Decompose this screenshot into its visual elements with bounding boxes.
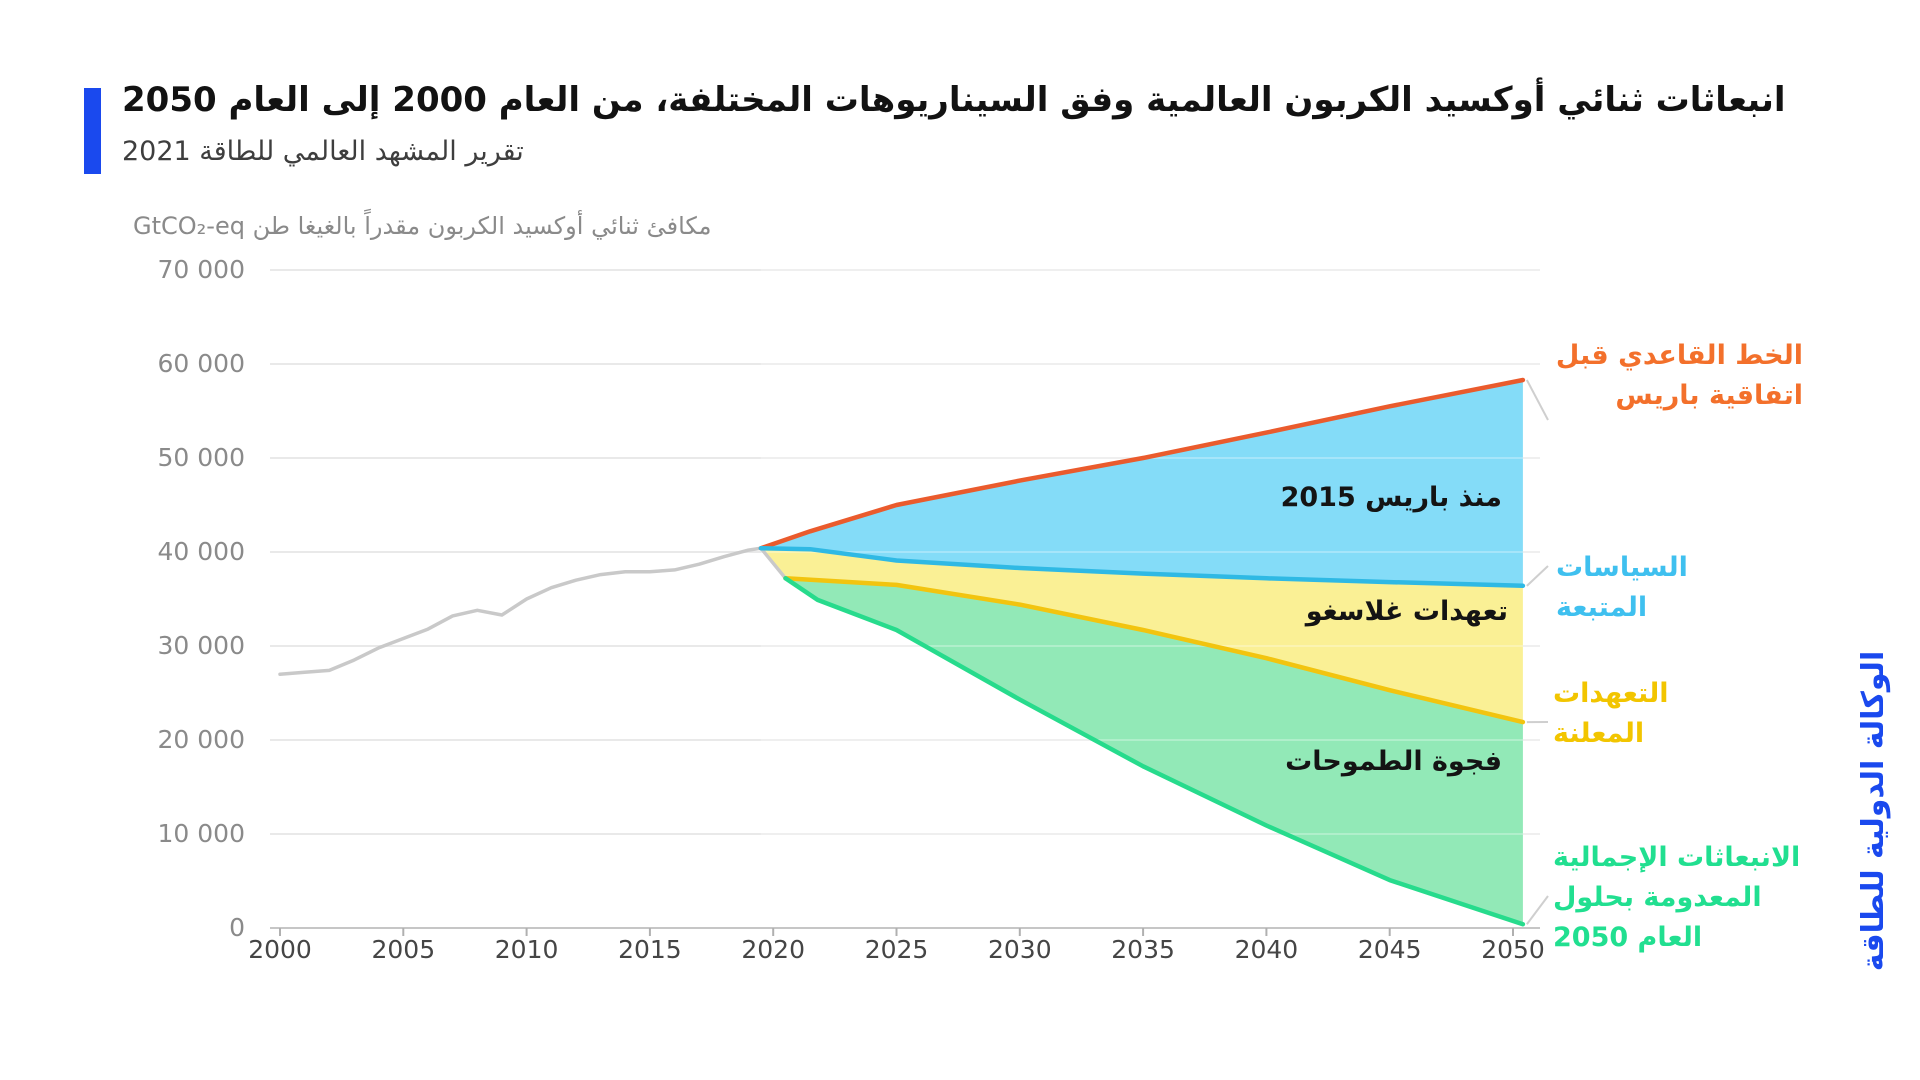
- y-tick-label: 30 000: [157, 631, 245, 660]
- x-tick-label: 2005: [371, 935, 436, 964]
- legend-net-zero-2050: الانبعاثات الإجمالية المعدومة بحلول العا…: [1553, 842, 1801, 953]
- page-title: انبعاثات ثنائي أوكسيد الكربون العالمية و…: [122, 80, 1786, 120]
- annotation-since-paris-2015: منذ باريس 2015: [1280, 482, 1502, 513]
- x-tick-label: 2030: [987, 935, 1052, 964]
- line-announced_pledges: [783, 576, 1526, 725]
- page-subtitle: تقرير المشهد العالمي للطاقة 2021: [122, 136, 524, 167]
- title-accent-bar: [84, 88, 101, 174]
- y-tick-label: 60 000: [157, 349, 245, 378]
- y-tick-label: 50 000: [157, 443, 245, 472]
- annotation-glasgow-pledges: تعهدات غلاسغو: [1305, 596, 1508, 627]
- x-tick-label: 2015: [618, 935, 682, 964]
- y-tick-label: 10 000: [157, 819, 245, 848]
- legend-connector: [1526, 895, 1549, 925]
- x-tick-label: 2040: [1234, 935, 1299, 964]
- y-tick-label: 20 000: [157, 725, 245, 754]
- x-tick-label: 2045: [1357, 935, 1422, 964]
- y-tick-label: 70 000: [157, 255, 245, 284]
- x-tick-label: 2010: [494, 935, 559, 964]
- y-tick-label: 40 000: [157, 537, 245, 566]
- line-baseline_pre_paris: [758, 377, 1526, 551]
- line-historical: [278, 546, 788, 676]
- legend-stated-policies: السياسات المتبعة: [1556, 552, 1688, 623]
- legend-connector: [1525, 379, 1549, 421]
- band-baseline_pre_paris: [760, 380, 1523, 586]
- y-tick-label: 0: [229, 913, 245, 942]
- x-tick-label: 2020: [741, 935, 805, 964]
- annotation-ambition-gap: فجوة الطموحات: [1285, 746, 1502, 777]
- band-announced_pledges: [785, 578, 1523, 925]
- legend-connector: [1526, 565, 1549, 587]
- legend-announced-pledges: التعهدات المعلنة: [1553, 678, 1669, 749]
- x-tick-label: 2050: [1481, 935, 1545, 964]
- source-vertical-iea-label: الوكالة الدولية للطاقة: [1856, 650, 1891, 972]
- x-tick-label: 2035: [1111, 935, 1175, 964]
- line-stated_policies: [758, 545, 1526, 589]
- line-net_zero_2050: [783, 576, 1526, 927]
- legend-baseline-pre-paris: الخط القاعدي قبل اتفاقية باريس: [1555, 340, 1803, 411]
- x-tick-label: 2000: [248, 935, 312, 964]
- x-tick-label: 2025: [864, 935, 929, 964]
- y-axis-unit-label: مكافئ ثنائي أوكسيد الكربون مقدراً بالغيغ…: [133, 212, 712, 240]
